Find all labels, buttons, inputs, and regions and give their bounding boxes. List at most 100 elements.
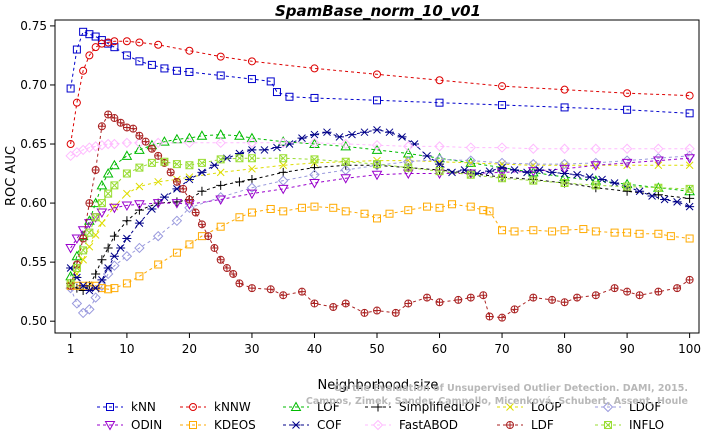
data-point (171, 199, 183, 209)
data-point (322, 128, 332, 137)
legend-swatch-marker (189, 421, 197, 429)
data-point (79, 255, 87, 264)
legend-swatch-marker (506, 403, 514, 411)
data-point (510, 227, 519, 236)
data-point (247, 208, 256, 217)
legend-label: kNNW (214, 400, 251, 414)
y-tick-label: 0.55 (20, 255, 47, 269)
data-point (591, 181, 600, 190)
series-line (70, 155, 690, 314)
data-point (310, 93, 319, 102)
data-point (403, 141, 414, 152)
data-point (498, 313, 507, 322)
data-point (653, 156, 664, 167)
data-point (110, 37, 119, 46)
x-axis: 1 10 20 30 40 50 60 70 80 90 100 (67, 333, 701, 356)
data-point (97, 199, 106, 208)
data-point (371, 170, 383, 181)
data-point (465, 155, 476, 166)
data-point (621, 158, 633, 169)
data-point (373, 96, 381, 105)
data-point (340, 174, 352, 184)
data-point (90, 141, 101, 152)
data-point (79, 66, 88, 75)
legend-item-odin: ODIN (97, 418, 162, 432)
data-point (435, 167, 444, 176)
data-point (246, 132, 258, 143)
data-point (684, 143, 695, 154)
data-point (610, 228, 619, 237)
data-point (216, 180, 226, 190)
data-point (122, 216, 132, 226)
data-point (247, 146, 257, 154)
data-point (685, 184, 694, 193)
x-tick-label: 90 (619, 342, 634, 356)
data-point (172, 248, 181, 257)
data-point (496, 168, 508, 178)
data-point (623, 182, 632, 191)
data-point (527, 167, 539, 177)
data-point (104, 110, 113, 119)
legend-label: LoOP (531, 400, 562, 414)
data-point (372, 306, 381, 315)
data-point (247, 75, 256, 84)
data-point (448, 200, 457, 209)
legend-swatch-marker (604, 421, 612, 429)
data-point (109, 138, 120, 150)
data-point (84, 219, 95, 229)
series-cof (66, 125, 695, 295)
data-point (134, 242, 145, 254)
data-point (685, 202, 695, 211)
data-point (216, 168, 225, 177)
data-point (79, 234, 88, 243)
watermark-line-2: Campos, Zimek, Sander, Campello, Micenko… (305, 396, 688, 407)
data-point (160, 64, 169, 73)
data-point (423, 293, 432, 302)
x-tick-label: 60 (432, 342, 447, 356)
data-point (685, 234, 694, 243)
data-point (591, 291, 600, 300)
data-point (347, 130, 357, 139)
data-point (71, 298, 83, 309)
data-point (528, 143, 539, 154)
x-tick-label: 10 (119, 342, 134, 356)
data-point (135, 272, 144, 281)
data-point (103, 243, 113, 253)
data-point (234, 177, 244, 187)
data-point (309, 178, 320, 189)
data-point (66, 84, 75, 93)
data-point (185, 195, 194, 204)
data-point (191, 208, 200, 217)
data-point (266, 204, 275, 213)
data-point (404, 299, 413, 308)
data-point (572, 170, 582, 179)
data-point (122, 169, 131, 178)
data-point (147, 205, 157, 213)
data-point (404, 156, 413, 165)
legend-label: kNN (131, 400, 156, 414)
data-point (279, 154, 288, 163)
data-point (204, 232, 213, 241)
series-line (70, 203, 690, 290)
data-point (673, 284, 682, 293)
legend-label: SimplifiedLOF (399, 400, 481, 414)
legend-label: LDOF (629, 400, 661, 414)
legend-swatch-marker (602, 401, 614, 413)
data-point (246, 182, 258, 193)
watermark-line-1: On the Evaluation of Unsupervised Outlie… (333, 383, 688, 394)
data-point (97, 39, 106, 48)
data-point (216, 222, 225, 231)
data-point (341, 157, 350, 166)
data-point (159, 193, 169, 202)
data-point (310, 155, 319, 164)
data-point (435, 203, 444, 212)
data-point (135, 57, 144, 66)
series-layer (65, 27, 695, 322)
data-point (385, 209, 394, 218)
data-point (435, 298, 444, 307)
data-point (229, 269, 238, 278)
data-point (590, 143, 602, 154)
data-point (184, 137, 195, 149)
data-point (185, 46, 194, 55)
data-point (185, 67, 194, 76)
